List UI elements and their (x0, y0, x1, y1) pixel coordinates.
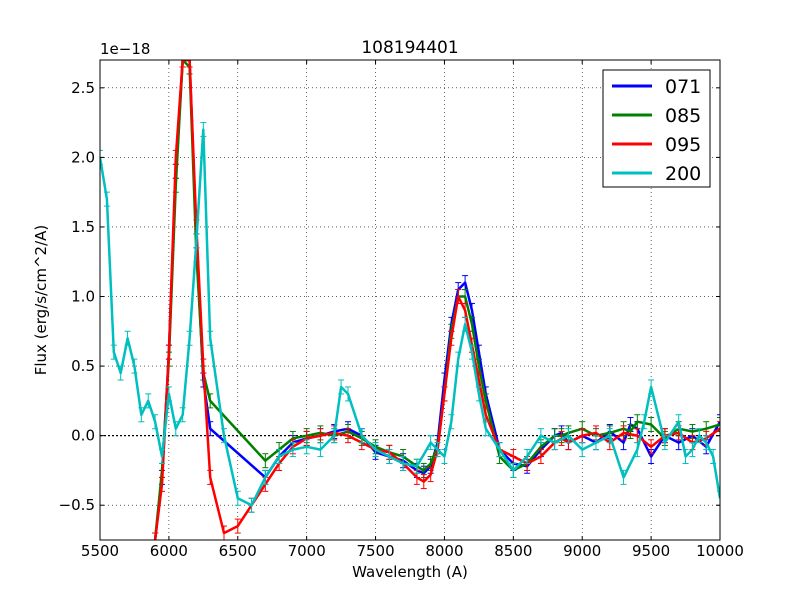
x-tick-label: 8500 (494, 542, 532, 560)
y-tick-label: 0.5 (71, 357, 95, 375)
legend-label-200: 200 (665, 163, 701, 185)
plot-area-frame (99, 59, 721, 541)
x-tick-label: 7500 (356, 542, 394, 560)
legend: 071 085 095 200 (602, 69, 711, 188)
y-tick-label: −0.5 (59, 496, 95, 514)
x-tick-label: 6500 (219, 542, 257, 560)
x-tick-label: 5500 (81, 542, 119, 560)
x-tick-label: 10000 (696, 542, 744, 560)
x-tick-label: 9000 (563, 542, 601, 560)
legend-label-085: 085 (665, 105, 701, 127)
x-axis-label: Wavelength (A) (352, 563, 468, 581)
series-line-095 (153, 60, 720, 540)
y-tick-label: 0.0 (71, 427, 95, 445)
legend-box (602, 69, 711, 188)
y-tick-label: 1.0 (71, 288, 95, 306)
legend-label-095: 095 (665, 134, 701, 156)
x-tick-label: 6000 (150, 542, 188, 560)
y-tick-label: 1.5 (71, 218, 95, 236)
ticks: 5500 6000 6500 7000 7500 8000 8500 9000 9500 1000… (59, 60, 744, 560)
legend-label-071: 071 (665, 76, 701, 98)
x-tick-label: 9500 (632, 542, 670, 560)
x-tick-label: 7000 (288, 542, 326, 560)
y-tick-label: 2.0 (71, 148, 95, 166)
y-offset-label: 1e−18 (100, 40, 150, 58)
y-tick-label: 2.5 (71, 79, 95, 97)
chart-title: 108194401 (361, 38, 458, 58)
series-layer (100, 60, 720, 540)
x-tick-label: 8000 (425, 542, 463, 560)
series-line-200 (100, 128, 720, 507)
series-200 (100, 122, 720, 513)
y-axis-label: Flux (erg/s/cm^2/A) (32, 225, 50, 376)
